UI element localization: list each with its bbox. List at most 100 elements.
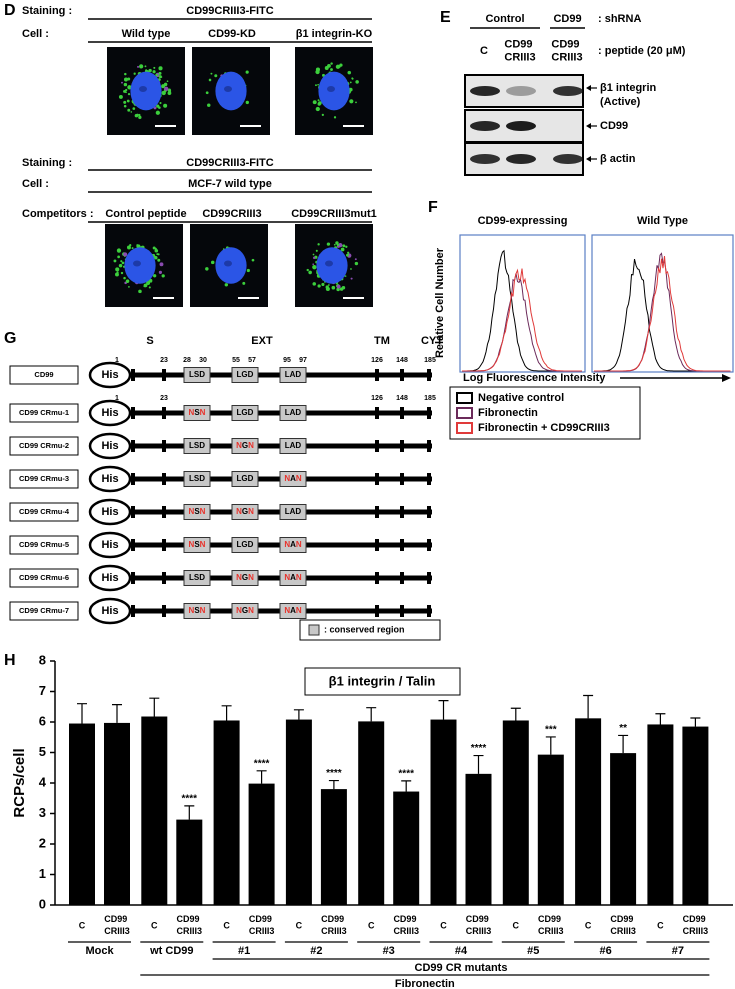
blot-label: β1 integrin (Active) [600, 82, 659, 108]
legend-swatch [456, 407, 473, 419]
arrow-head [586, 156, 591, 162]
group-label: CD99 [553, 13, 581, 25]
x-tick-label: C [368, 920, 375, 930]
signal-dot [117, 255, 120, 259]
site-mark [162, 539, 166, 551]
signal-dot [251, 258, 255, 262]
signal-dot [148, 286, 151, 289]
bar [682, 726, 709, 905]
signal-dot [161, 90, 166, 96]
panel-label: E [440, 9, 451, 26]
axis-title: RCPs/cell [11, 748, 28, 817]
nucleolus [325, 260, 333, 267]
legend-swatch [456, 392, 473, 404]
site-mark [375, 572, 379, 584]
signal-dot [246, 268, 250, 273]
motif: LAD [285, 408, 302, 417]
error-bar [438, 700, 449, 720]
signal-dot [158, 75, 162, 79]
construct-box [9, 436, 79, 456]
x-tick-label: C [513, 920, 520, 930]
motif-box [183, 570, 211, 586]
tag-label: His [101, 473, 118, 485]
pair-label: wt CD99 [149, 945, 193, 957]
construct-box [9, 469, 79, 489]
signal-dot [207, 103, 211, 107]
signal-dot [146, 281, 151, 285]
arrow-head [586, 85, 591, 91]
x-tick-label: C [223, 920, 230, 930]
lane-label: C [480, 45, 488, 57]
signal-dot [306, 268, 309, 272]
group-label: CD99 CR mutants [415, 962, 508, 974]
tag [88, 432, 132, 460]
signal-dot [205, 91, 209, 95]
site-mark [400, 506, 404, 518]
motif: LSD [189, 573, 205, 582]
blot-label: β actin [600, 153, 636, 165]
band [470, 154, 500, 164]
site-mark [427, 605, 431, 617]
construct-box [9, 601, 79, 621]
label: Control peptide [105, 208, 186, 220]
bar [69, 723, 95, 905]
signal-dot [340, 247, 345, 252]
signal-dot [347, 251, 350, 254]
signal-dot [123, 252, 128, 257]
x-tick-label: CD99 CRIII3 [683, 914, 709, 936]
signal-dot [224, 283, 229, 287]
site-mark [427, 473, 431, 485]
signal-dot [136, 244, 139, 247]
significance: **** [398, 769, 414, 780]
site-mark [400, 572, 404, 584]
legend-label: Negative control [478, 392, 564, 404]
signal-dot [317, 99, 320, 102]
plot-frame [591, 234, 734, 373]
plot-title: CD99-expressing [478, 215, 568, 227]
site-mark [427, 407, 431, 419]
site-mark [162, 572, 166, 584]
signal-dot [339, 63, 343, 67]
bar [537, 754, 564, 905]
significance: ** [619, 723, 627, 734]
signal-dot [333, 243, 336, 246]
signal-dot [152, 70, 156, 74]
signal-dot [123, 104, 127, 108]
signal-dot [138, 289, 142, 294]
histogram [594, 256, 731, 372]
label: CD99-KD [208, 28, 256, 40]
bar [320, 789, 347, 905]
signal-dot [317, 284, 321, 288]
nucleolus [133, 260, 141, 267]
motif-box [279, 504, 307, 520]
site-mark [427, 369, 431, 381]
signal-dot [336, 284, 341, 289]
site-mark [162, 605, 166, 617]
band [553, 86, 583, 96]
signal-dot [138, 115, 142, 120]
site-mark [131, 473, 135, 485]
pair-label: #5 [527, 945, 539, 957]
significance: **** [471, 743, 487, 754]
signal-dot [158, 106, 161, 109]
nucleus [316, 247, 348, 284]
signal-dot [154, 248, 159, 253]
nucleus [215, 247, 247, 284]
band [553, 154, 583, 164]
nucleus [130, 71, 162, 111]
x-tick-label: CD99 CRIII3 [249, 914, 275, 936]
bar [393, 791, 420, 905]
construct-box [9, 568, 79, 588]
signal-dot [129, 244, 132, 247]
motif-box [231, 367, 259, 383]
signal-dot [344, 275, 347, 277]
tag-label: His [101, 407, 118, 419]
motif: NAN [284, 540, 302, 549]
motif: LGD [237, 540, 254, 549]
y-tick-label: 4 [39, 774, 47, 789]
label: Cell : [22, 28, 49, 40]
signal-dot [355, 101, 357, 104]
position-label: 148 [396, 357, 408, 364]
nucleus [124, 247, 156, 284]
axis-title: Relative Cell Number [434, 247, 446, 358]
